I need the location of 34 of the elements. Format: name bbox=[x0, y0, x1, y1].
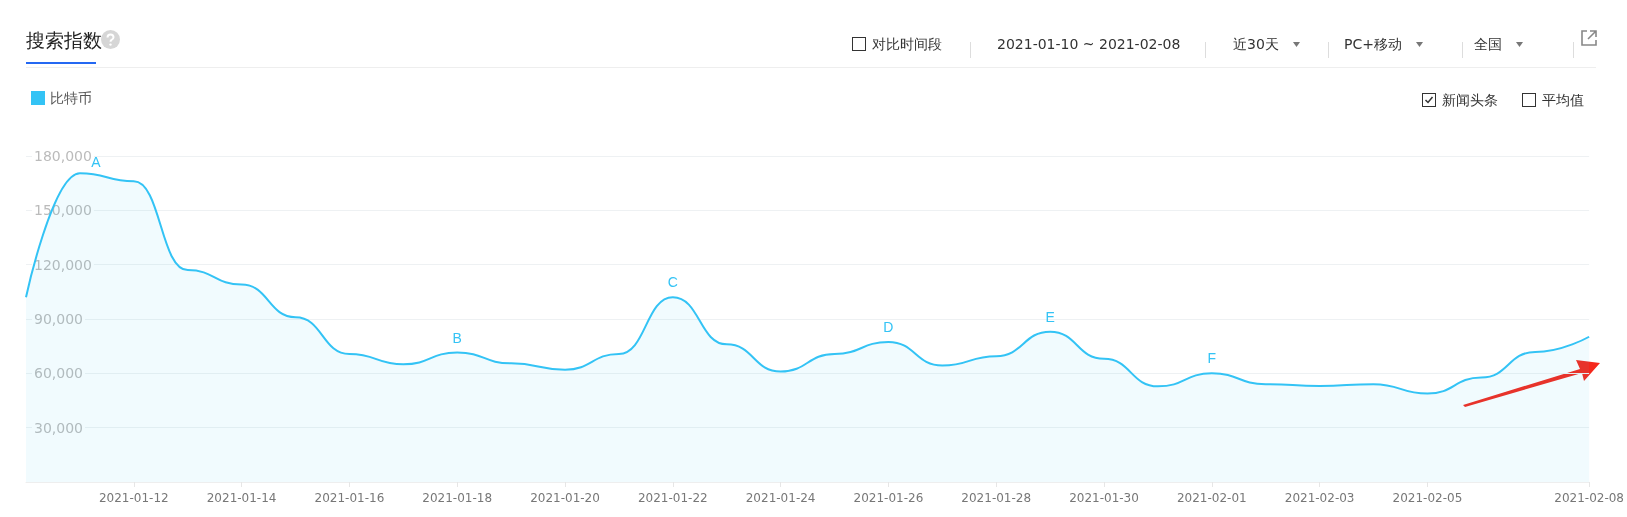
x-tick-label: 2021-02-08 bbox=[1554, 491, 1625, 505]
annotation: D bbox=[883, 319, 894, 335]
x-tick-label: 2021-01-16 bbox=[314, 491, 385, 505]
x-tick-label: 2021-01-22 bbox=[637, 491, 708, 505]
text: 2021-01-10 ~ 2021-02-08 bbox=[997, 36, 1181, 52]
y-tick-label: 90,000 bbox=[34, 311, 83, 327]
x-tick-label: 2021-01-14 bbox=[206, 491, 277, 505]
annotation: B bbox=[452, 329, 462, 346]
y-tick-label: 180,000 bbox=[34, 148, 92, 164]
x-tick-label: 2021-01-28 bbox=[961, 491, 1032, 505]
x-tick-label: 2021-01-24 bbox=[745, 491, 816, 505]
annotation: A bbox=[91, 154, 102, 171]
text: PC+移动 bbox=[1344, 36, 1402, 52]
annotation: F bbox=[1207, 350, 1217, 367]
legend-label: 比特币 bbox=[50, 90, 92, 106]
x-tick-label: 2021-02-03 bbox=[1284, 491, 1355, 505]
x-tick-label: 2021-01-12 bbox=[98, 491, 169, 505]
chart-title: 搜索指数 bbox=[26, 28, 102, 53]
x-tick-label: 2021-01-30 bbox=[1069, 491, 1139, 505]
text: 平均值 bbox=[1542, 92, 1584, 108]
text: 全国 bbox=[1474, 36, 1502, 52]
y-tick-label: 60,000 bbox=[34, 365, 83, 382]
x-tick-label: 2021-02-05 bbox=[1392, 491, 1463, 505]
annotation: E bbox=[1045, 308, 1055, 325]
annotation: C bbox=[667, 274, 678, 291]
text: 对比时间段 bbox=[872, 36, 942, 52]
x-tick-label: 2021-01-20 bbox=[530, 491, 600, 505]
text: 近30天 bbox=[1233, 36, 1279, 52]
x-tick-label: 2021-01-18 bbox=[422, 491, 493, 505]
text: 新闻头条 bbox=[1442, 92, 1498, 108]
x-tick-label: 2021-01-26 bbox=[853, 491, 924, 505]
y-tick-label: 120,000 bbox=[34, 256, 92, 273]
x-tick-label: 2021-02-01 bbox=[1176, 491, 1247, 505]
y-tick-label: 30,000 bbox=[34, 419, 83, 436]
